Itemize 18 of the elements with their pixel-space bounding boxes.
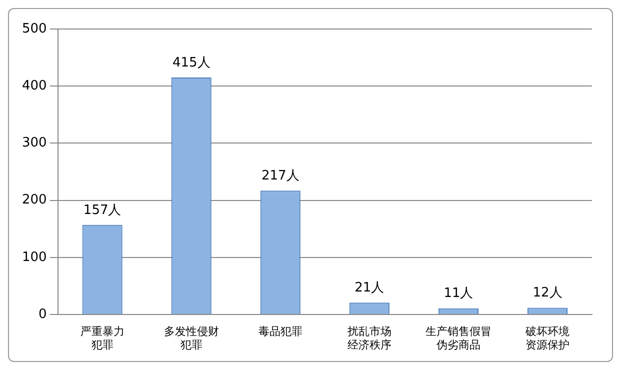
y-tick-label: 0	[38, 306, 47, 322]
x-tick-label: 多发性侵财犯罪	[164, 325, 219, 352]
y-tick-label: 100	[22, 250, 47, 265]
x-tick-label: 扰乱市场经济秩序	[346, 325, 392, 352]
x-tick-label: 严重暴力犯罪	[80, 325, 124, 352]
data-label: 21人	[354, 280, 384, 296]
y-tick-label: 200	[22, 192, 47, 208]
data-label: 157人	[83, 202, 122, 218]
x-tick-label: 生产销售假冒伪劣商品	[425, 325, 492, 352]
y-tick-label: 400	[22, 78, 47, 94]
y-tick-label: 500	[22, 21, 47, 36]
x-tick-label: 破坏环境资源保护	[524, 325, 570, 352]
data-label: 415人	[172, 55, 210, 70]
data-label: 217人	[261, 168, 300, 184]
y-tick-label: 300	[22, 136, 47, 151]
data-label: 12人	[532, 286, 562, 301]
x-tick-label: 毒品犯罪	[258, 325, 302, 338]
data-label: 11人	[444, 286, 474, 302]
